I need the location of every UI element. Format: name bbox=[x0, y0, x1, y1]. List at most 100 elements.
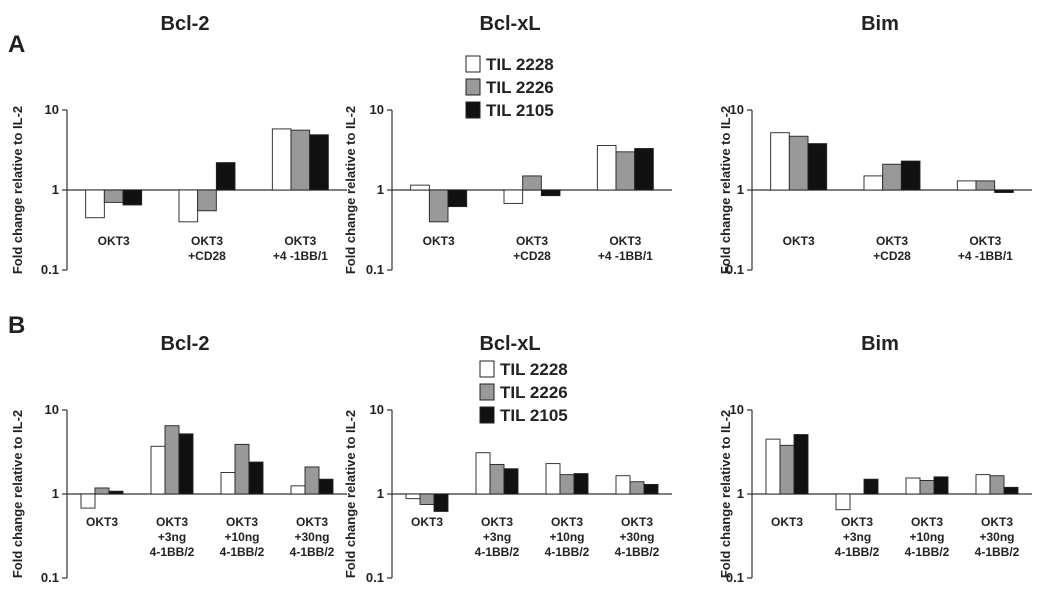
y-tick-label: 0.1 bbox=[366, 570, 384, 585]
y-tick-label: 10 bbox=[730, 102, 744, 117]
legend-swatch bbox=[479, 360, 495, 378]
bar-til-2105 bbox=[503, 468, 519, 495]
category-label: OKT3 bbox=[911, 515, 943, 529]
legend-swatch bbox=[465, 78, 481, 96]
bar-til-2105 bbox=[540, 189, 561, 197]
category-label: +30ng bbox=[294, 530, 329, 544]
chart-6: Bim Fold change relative to IL-20.1 1 10 OKT… bbox=[718, 333, 1032, 585]
bar-til-2226 bbox=[428, 189, 449, 223]
category-label: +10ng bbox=[549, 530, 584, 544]
bar-til-2226 bbox=[164, 425, 180, 495]
chart-title: Bcl-2 bbox=[161, 333, 210, 355]
category-label: +4 -1BB/1 bbox=[958, 249, 1013, 263]
category-label: +3ng bbox=[483, 530, 511, 544]
category-label: +CD28 bbox=[513, 249, 551, 263]
bar-til-2228 bbox=[271, 128, 292, 191]
bar-til-2226 bbox=[419, 493, 435, 505]
chart-1: Bcl-2 Fold change relative to IL-2 0.1 1 10 O… bbox=[10, 13, 347, 277]
category-label: OKT3 bbox=[621, 515, 653, 529]
y-tick-label: 0.1 bbox=[366, 262, 384, 277]
category-label: OKT3 bbox=[191, 234, 223, 248]
category-label: 4-1BB/2 bbox=[290, 545, 335, 559]
bar-til-2228 bbox=[905, 477, 921, 495]
bar-til-2228 bbox=[863, 175, 884, 191]
category-label: OKT3 bbox=[284, 234, 316, 248]
bar-til-2105 bbox=[863, 478, 879, 495]
bar-til-2105 bbox=[793, 434, 809, 495]
y-tick-label: 0.1 bbox=[41, 262, 59, 277]
category-label: +10ng bbox=[224, 530, 259, 544]
bar-til-2105 bbox=[248, 461, 264, 495]
category-label: 4-1BB/2 bbox=[150, 545, 195, 559]
y-tick-label: 10 bbox=[370, 402, 384, 417]
y-tick-label: 1 bbox=[377, 486, 384, 501]
category-label: +3ng bbox=[843, 530, 871, 544]
bar-til-2105 bbox=[1003, 486, 1019, 495]
y-tick-label: 10 bbox=[45, 102, 59, 117]
bar-til-2105 bbox=[643, 483, 659, 495]
y-axis-label: Fold change relative to IL-2 bbox=[10, 106, 25, 274]
y-axis-label: Fold change relative to IL-2 bbox=[718, 106, 733, 274]
y-tick-label: 1 bbox=[52, 486, 59, 501]
category-label: OKT3 bbox=[411, 515, 443, 529]
bar-til-2226 bbox=[304, 466, 320, 495]
bar-til-2105 bbox=[318, 478, 334, 495]
category-label: +3ng bbox=[158, 530, 186, 544]
bar-til-2228 bbox=[503, 189, 524, 204]
bar-til-2228 bbox=[765, 438, 781, 495]
bar-til-2226 bbox=[522, 175, 542, 191]
category-label: +30ng bbox=[619, 530, 654, 544]
bar-til-2226 bbox=[989, 475, 1005, 495]
bar-til-2105 bbox=[634, 148, 654, 191]
y-axis-label: Fold change relative to IL-2 bbox=[343, 410, 358, 578]
bar-til-2105 bbox=[178, 433, 194, 495]
category-label: +4 -1BB/1 bbox=[598, 249, 653, 263]
bar-til-2105 bbox=[215, 162, 236, 191]
bar-til-2228 bbox=[475, 452, 491, 495]
category-label: OKT3 bbox=[771, 515, 803, 529]
category-label: OKT3 bbox=[551, 515, 583, 529]
legend-swatch bbox=[479, 406, 495, 424]
y-tick-label: 1 bbox=[377, 182, 384, 197]
bar-til-2226 bbox=[975, 180, 996, 191]
bar-til-2228 bbox=[596, 145, 617, 191]
category-label: +CD28 bbox=[873, 249, 911, 263]
y-tick-label: 0.1 bbox=[726, 570, 744, 585]
category-label: OKT3 bbox=[98, 234, 130, 248]
chart-2: Bcl-xL Fold change relative to IL-2 0.1 1 10… bbox=[343, 13, 672, 277]
legend-swatch bbox=[465, 101, 481, 119]
legend-label: TIL 2105 bbox=[500, 406, 568, 425]
bar-til-2228 bbox=[220, 472, 236, 495]
category-label: 4-1BB/2 bbox=[545, 545, 590, 559]
chart-4: Bcl-2 Fold change relative to IL-2 0.1 1 10 O… bbox=[10, 333, 347, 585]
y-axis-label: Fold change relative to IL-2 bbox=[10, 410, 25, 578]
y-tick-label: 10 bbox=[730, 402, 744, 417]
category-label: 4-1BB/2 bbox=[475, 545, 520, 559]
y-axis-label: Fold change relative to IL-2 bbox=[343, 106, 358, 274]
y-tick-label: 10 bbox=[370, 102, 384, 117]
chart-title: Bcl-xL bbox=[479, 13, 540, 35]
category-label: OKT3 bbox=[516, 234, 548, 248]
bar-til-2228 bbox=[178, 189, 199, 223]
category-label: 4-1BB/2 bbox=[905, 545, 950, 559]
y-tick-label: 1 bbox=[737, 182, 744, 197]
category-label: OKT3 bbox=[86, 515, 118, 529]
category-label: 4-1BB/2 bbox=[615, 545, 660, 559]
y-axis-label: Fold change relative to IL-2 bbox=[718, 410, 733, 578]
category-label: 4-1BB/2 bbox=[220, 545, 265, 559]
y-tick-label: 1 bbox=[52, 182, 59, 197]
bar-til-2105 bbox=[447, 189, 468, 208]
bar-til-2226 bbox=[489, 463, 505, 495]
category-label: OKT3 bbox=[226, 515, 258, 529]
category-label: 4-1BB/2 bbox=[975, 545, 1020, 559]
bar-til-2226 bbox=[788, 135, 809, 191]
bar-til-2105 bbox=[122, 189, 143, 206]
category-label: OKT3 bbox=[876, 234, 908, 248]
y-tick-label: 10 bbox=[45, 402, 59, 417]
bar-til-2105 bbox=[433, 493, 449, 512]
bar-til-2226 bbox=[882, 163, 902, 191]
legend-label: TIL 2105 bbox=[486, 101, 554, 120]
category-label: OKT3 bbox=[969, 234, 1001, 248]
bar-til-2226 bbox=[919, 479, 935, 495]
